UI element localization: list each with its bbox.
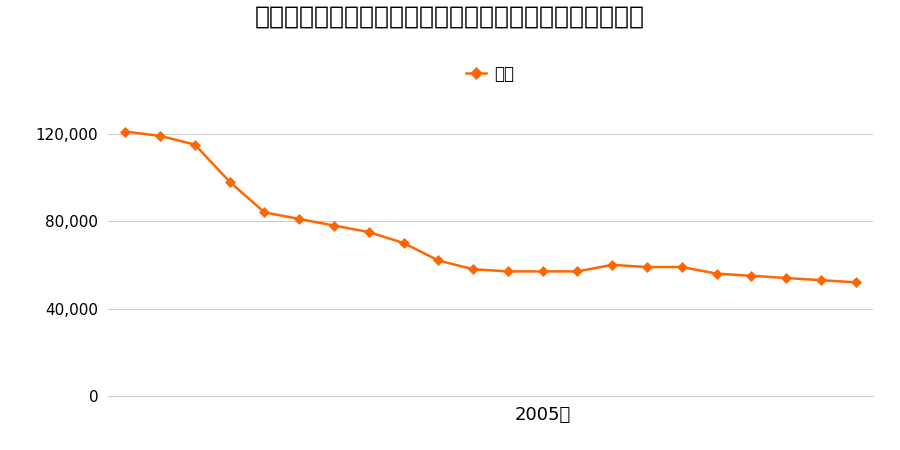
価格	[120, 129, 130, 134]
価格	[293, 216, 304, 222]
価格	[190, 142, 201, 147]
価格	[642, 264, 652, 270]
価格	[468, 266, 479, 272]
価格	[224, 179, 235, 184]
価格	[433, 258, 444, 263]
価格	[607, 262, 617, 268]
価格	[328, 223, 339, 228]
価格	[259, 210, 270, 215]
価格	[780, 275, 791, 281]
価格	[815, 278, 826, 283]
価格	[155, 133, 166, 139]
価格	[537, 269, 548, 274]
Legend: 価格: 価格	[460, 58, 521, 90]
価格	[364, 230, 374, 235]
価格	[711, 271, 722, 276]
価格	[746, 273, 757, 279]
Text: 東京都あきる野市小和田字北ノ前１４７番３外の地価推移: 東京都あきる野市小和田字北ノ前１４７番３外の地価推移	[255, 4, 645, 28]
価格	[502, 269, 513, 274]
価格	[850, 279, 861, 285]
価格	[676, 264, 687, 270]
Line: 価格: 価格	[122, 128, 860, 286]
価格	[572, 269, 583, 274]
価格	[398, 240, 409, 246]
